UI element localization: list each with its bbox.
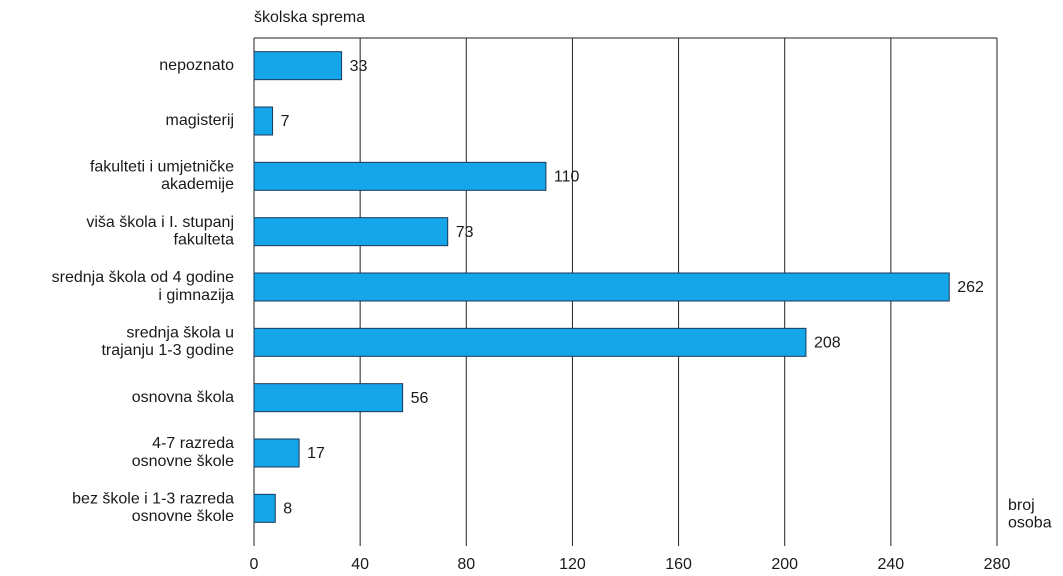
bar xyxy=(253,327,807,357)
bar xyxy=(253,438,300,468)
x-tick-label: 240 xyxy=(878,556,905,573)
y-tick-label: osnovna škola xyxy=(132,389,234,406)
bar xyxy=(253,272,950,302)
y-tick-label: bez škole i 1-3 razreda osnovne škole xyxy=(72,491,234,526)
value-label: 56 xyxy=(411,390,429,407)
bar xyxy=(253,51,343,81)
value-label: 7 xyxy=(281,113,290,130)
bar xyxy=(253,217,449,247)
x-tick-label: 200 xyxy=(771,556,798,573)
value-label: 208 xyxy=(814,335,841,352)
x-axis-label: broj osoba xyxy=(1008,497,1052,532)
x-tick-label: 120 xyxy=(559,556,586,573)
y-tick-label: nepoznato xyxy=(159,57,234,74)
y-tick-label: srednja škola od 4 godine i gimnazija xyxy=(52,269,234,304)
x-tick-label: 0 xyxy=(250,556,259,573)
bar xyxy=(253,493,276,523)
x-tick-label: 40 xyxy=(351,556,369,573)
y-tick-label: srednja škola u trajanju 1-3 godine xyxy=(101,325,234,360)
y-axis-label: školska sprema xyxy=(254,9,365,26)
value-label: 73 xyxy=(456,224,474,241)
bar xyxy=(253,383,404,413)
value-label: 262 xyxy=(957,279,984,296)
y-tick-label: fakulteti i umjetničke akademije xyxy=(90,159,234,194)
y-tick-label: viša škola i I. stupanj fakulteta xyxy=(86,214,234,249)
value-label: 8 xyxy=(283,501,292,518)
value-label: 33 xyxy=(350,58,368,75)
bar xyxy=(253,161,547,191)
y-tick-label: magisterij xyxy=(166,112,234,129)
x-tick-label: 160 xyxy=(665,556,692,573)
x-tick-label: 80 xyxy=(457,556,475,573)
bar xyxy=(253,106,274,136)
x-tick-label: 280 xyxy=(984,556,1011,573)
value-label: 110 xyxy=(554,169,580,186)
value-label: 17 xyxy=(307,445,325,462)
y-tick-label: 4-7 razreda osnovne škole xyxy=(132,435,234,470)
